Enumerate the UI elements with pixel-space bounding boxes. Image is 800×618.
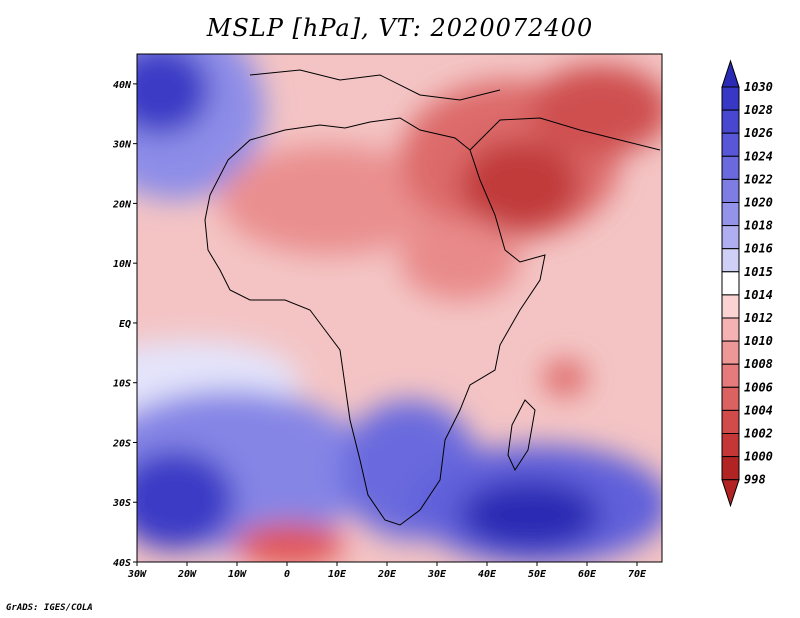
east-africa-low	[400, 220, 520, 300]
colorbar-label: 1018	[744, 219, 773, 233]
colorbar-swatch	[721, 409, 740, 434]
mediterranean-coastline	[249, 69, 501, 101]
colorbar-arrow-top	[721, 59, 740, 88]
colorbar-swatch	[721, 294, 740, 319]
north-atlantic-high	[137, 54, 210, 135]
colorbar-label: 1030	[744, 80, 773, 94]
lat-tick-label: 40S	[113, 558, 131, 569]
colorbar-label: 1024	[744, 149, 773, 163]
lat-tick-label: 10N	[113, 259, 132, 270]
colorbar-swatch	[721, 317, 740, 342]
pressure-field	[137, 54, 662, 562]
lat-tick-label: 30S	[112, 498, 131, 509]
latitude-axis: 40N 30N 20N 10N EQ 10S 20S 30S 40S	[112, 80, 137, 569]
colorbar-swatch	[721, 109, 740, 134]
chart-title: MSLP [hPa], VT: 2020072400	[206, 14, 594, 42]
south-atlantic-high	[137, 450, 235, 550]
credit-label: GrADS: IGES/COLA	[6, 603, 93, 613]
colorbar-label: 1028	[744, 103, 773, 117]
colorbar-label: 1020	[744, 196, 773, 210]
colorbar-swatch	[721, 248, 740, 273]
lat-tick-label: EQ	[119, 319, 131, 330]
lon-tick-label: 30E	[427, 569, 447, 580]
lon-tick-label: 40E	[478, 569, 497, 580]
colorbar-label: 1002	[744, 427, 773, 441]
mascarene-low	[543, 360, 587, 396]
colorbar-swatch	[721, 271, 740, 296]
colorbar-label: 1004	[744, 403, 773, 417]
colorbar-swatch	[721, 178, 740, 203]
colorbar: 1030 1028 1026 1024 1022 1020 1018 1016 1015 1014…	[721, 59, 773, 508]
iran-low	[530, 65, 662, 155]
map-frame	[136, 53, 663, 563]
south-atlantic-ridge	[137, 390, 370, 550]
colorbar-swatch	[721, 225, 740, 250]
colorbar-label: 1012	[744, 311, 773, 325]
lat-tick-label: 20N	[112, 199, 132, 210]
lat-tick-label: 40N	[113, 80, 132, 91]
madagascar-coastline	[507, 399, 536, 472]
colorbar-swatch	[721, 155, 740, 180]
saharan-heat-low	[220, 145, 440, 255]
lat-tick-label: 30N	[112, 140, 132, 151]
lon-tick-label: 30W	[127, 569, 147, 580]
lon-tick-label: 70E	[628, 569, 647, 580]
colorbar-swatch	[721, 340, 740, 365]
colorbar-label: 1010	[744, 334, 773, 348]
colorbar-label: 1000	[744, 450, 773, 464]
longitude-axis: 30W 20W 10W 0 10E 20E 30E 40E 50E 60E 70E	[127, 562, 647, 580]
colorbar-swatch	[721, 363, 740, 388]
colorbar-label: 998	[744, 473, 766, 487]
lat-tick-label: 20S	[112, 438, 131, 449]
lon-tick-label: 10E	[328, 569, 347, 580]
colorbar-arrow-bottom	[721, 479, 740, 508]
colorbar-label: 1016	[744, 242, 773, 256]
lon-tick-label: 10W	[228, 569, 247, 580]
colorbar-label: 1008	[744, 357, 773, 371]
lon-tick-label: 0	[284, 569, 290, 580]
colorbar-label: 1015	[744, 265, 773, 279]
lon-tick-label: 20E	[377, 569, 397, 580]
africa-coastline	[204, 117, 546, 526]
arabian-heat-low	[460, 140, 580, 230]
coastlines	[204, 69, 661, 526]
colorbar-swatch	[721, 202, 740, 227]
lon-tick-label: 20W	[177, 569, 197, 580]
colorbar-label: 1014	[744, 288, 773, 302]
south-indian-ocean-high	[460, 480, 600, 550]
colorbar-swatch	[721, 86, 740, 111]
colorbar-label: 1022	[744, 172, 773, 186]
colorbar-label: 1006	[744, 380, 773, 394]
middle-east-coastline	[469, 117, 661, 151]
colorbar-swatch	[721, 386, 740, 411]
southern-low	[235, 523, 345, 562]
colorbar-swatch	[721, 433, 740, 458]
colorbar-label: 1026	[744, 126, 773, 140]
lat-tick-label: 10S	[113, 379, 131, 390]
lon-tick-label: 60E	[578, 569, 597, 580]
colorbar-swatch	[721, 132, 740, 157]
lon-tick-label: 50E	[528, 569, 547, 580]
colorbar-swatch	[721, 456, 740, 481]
